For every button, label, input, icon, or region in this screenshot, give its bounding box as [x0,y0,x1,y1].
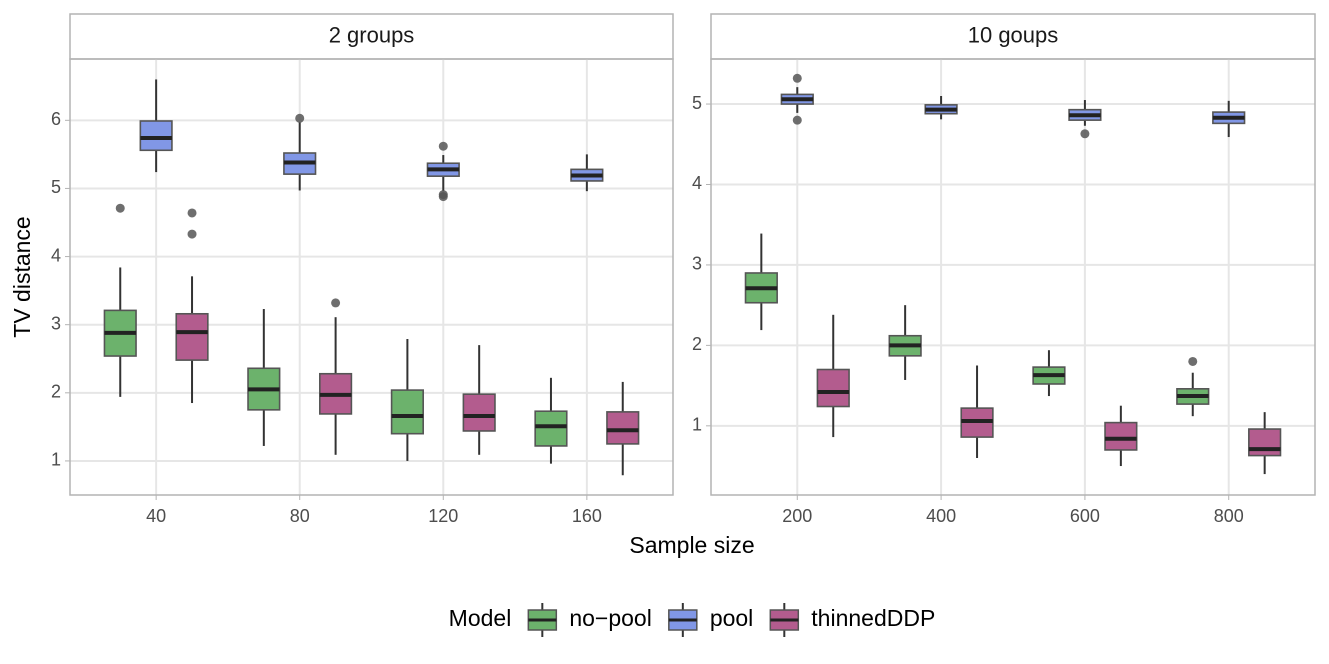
outlier [295,113,305,123]
y-tick-label: 6 [51,109,61,129]
strip-label: 2 groups [329,22,415,47]
legend-label: thinnedDDP [811,605,935,631]
x-axis-label: Sample size [629,532,754,558]
box-body [1104,421,1138,451]
box [960,365,994,458]
legend-label: pool [710,605,753,631]
y-tick-label: 2 [51,382,61,402]
y-tick-label: 4 [51,245,61,265]
box-body [534,410,568,447]
box [744,233,778,331]
box [606,381,640,476]
box [1248,412,1282,475]
outlier [792,115,802,125]
box [426,141,460,202]
box [103,203,137,397]
box-body [606,411,640,445]
box [888,305,922,380]
y-tick-label: 3 [692,254,702,274]
legend-key [769,603,800,637]
box [1176,356,1210,417]
box [1104,405,1138,467]
x-tick-label: 120 [428,506,458,526]
strip-label: 10 goups [968,22,1059,47]
box [1032,350,1066,397]
outlier [187,229,197,239]
box [283,113,317,191]
box-body [390,389,424,435]
outlier [792,73,802,83]
y-tick-label: 5 [692,93,702,113]
box-body [139,120,173,152]
y-tick-label: 4 [692,173,702,193]
legend-key [527,603,558,637]
outlier [115,203,125,213]
x-tick-label: 200 [782,506,812,526]
legend-title: Model [449,605,512,631]
box [816,314,850,438]
strip [69,13,674,60]
box-body [462,393,496,432]
x-tick-label: 40 [146,506,166,526]
x-tick-label: 160 [572,506,602,526]
box-body [175,312,209,361]
y-axis-label: TV distance [9,216,35,337]
outlier [331,298,341,308]
box [534,377,568,464]
box-body [1248,428,1282,457]
outlier [438,141,448,151]
legend: Model no−pool pool thinnedDDP [449,603,935,637]
y-tick-label: 1 [51,450,61,470]
box [390,338,424,461]
y-tick-label: 3 [51,313,61,333]
box [175,208,209,404]
box-body [816,368,850,408]
y-tick-label: 5 [51,177,61,197]
legend-key [668,603,698,637]
box [247,309,281,446]
box [570,154,604,192]
panel-border [69,58,674,496]
legend-label: no−pool [569,605,652,631]
box [1068,100,1102,139]
outlier [438,192,448,202]
x-tick-label: 80 [290,506,310,526]
y-tick-label: 2 [692,334,702,354]
box [780,73,814,125]
box [139,79,173,173]
box [319,298,353,455]
box [462,345,496,455]
outlier [187,208,197,218]
box [1212,100,1246,138]
panel-border [710,58,1316,496]
x-tick-label: 800 [1214,506,1244,526]
y-tick-label: 1 [692,415,702,435]
outlier [1188,356,1198,366]
outlier [1080,129,1090,139]
x-tick-label: 600 [1070,506,1100,526]
x-tick-label: 400 [926,506,956,526]
box [924,96,958,120]
strip [710,13,1316,60]
